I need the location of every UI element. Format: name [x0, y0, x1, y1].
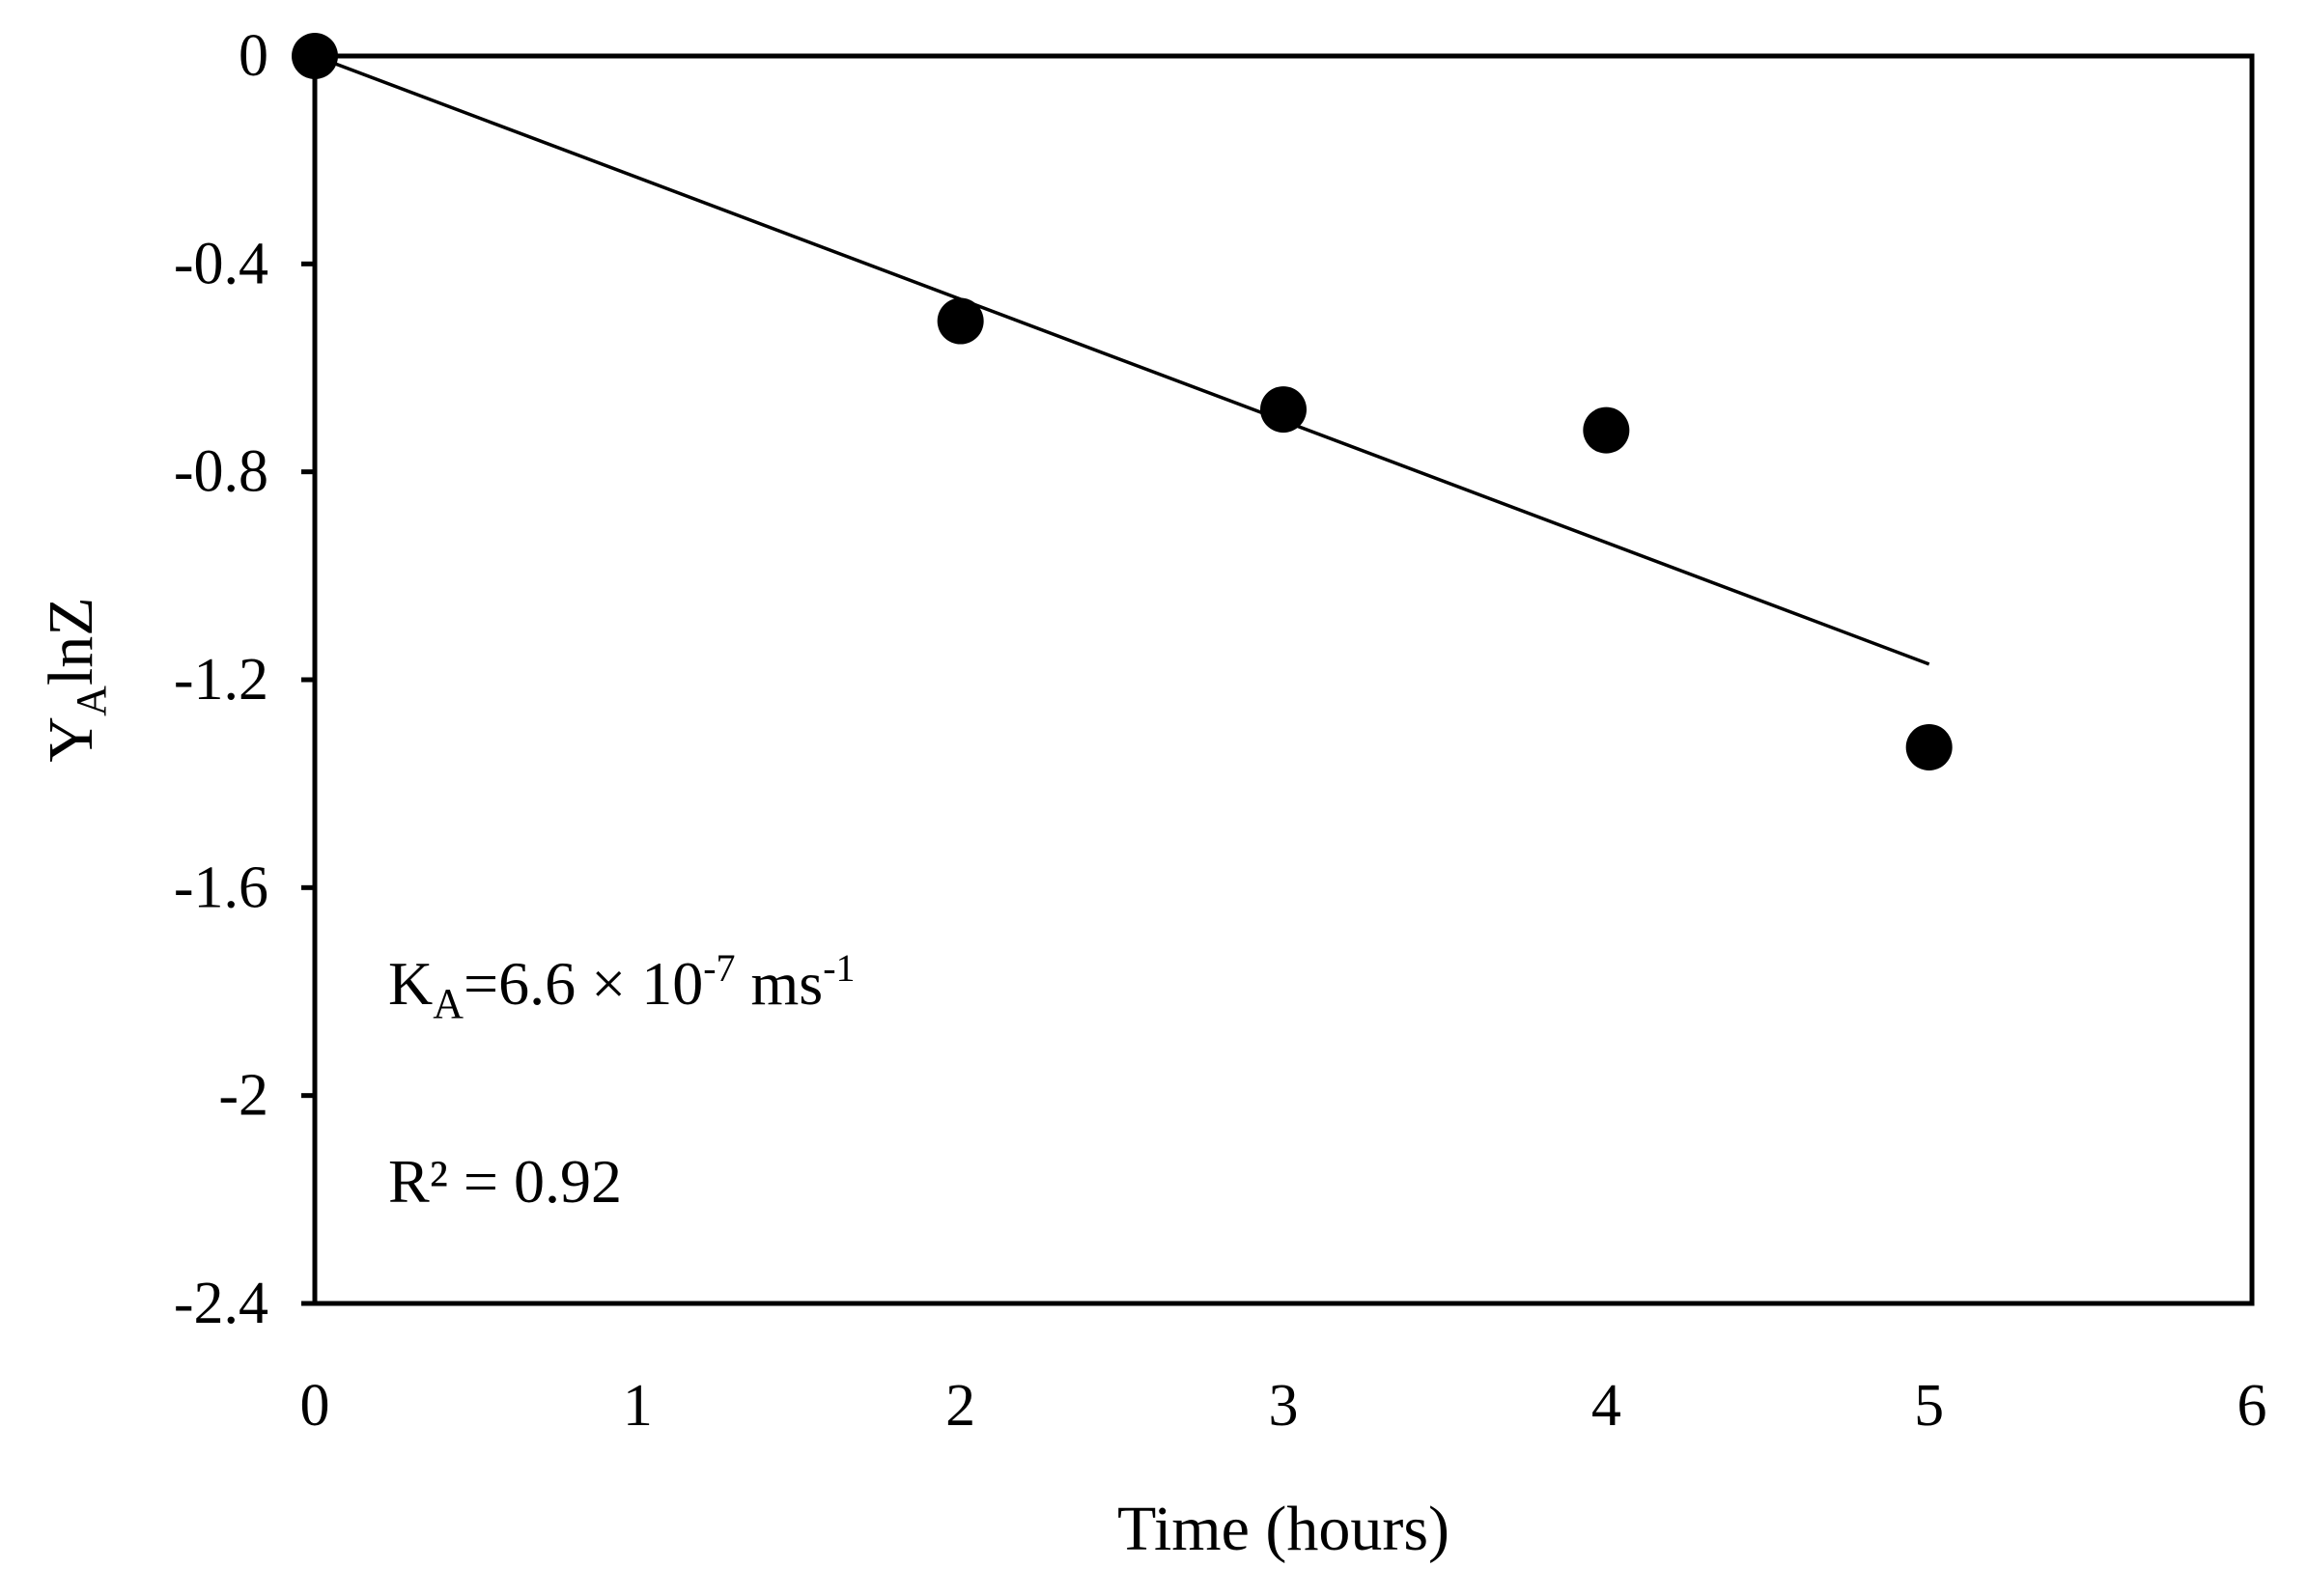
x-tick-label: 2: [945, 1373, 975, 1439]
ka-subscript: A: [433, 980, 464, 1027]
y-axis-title-rest: lnZ: [36, 597, 106, 686]
y-tick-label: -2: [218, 1063, 268, 1129]
x-tick-label: 0: [300, 1373, 330, 1439]
x-tick-label: 6: [2237, 1373, 2267, 1439]
x-tick-label: 4: [1591, 1373, 1621, 1439]
axis-ticks: [301, 53, 315, 1306]
x-axis-title: Time (hours): [1117, 1494, 1449, 1564]
data-point: [1905, 723, 1953, 770]
ka-value: =6.6 × 10: [464, 949, 703, 1018]
data-point: [1583, 406, 1630, 454]
ka-unit: ms: [736, 949, 824, 1018]
trendline: [314, 54, 1930, 666]
data-point: [1260, 386, 1307, 434]
y-tick-label: -2.4: [174, 1271, 268, 1336]
plot-area-frame: [312, 53, 2255, 1306]
y-axis-title-main: Y: [36, 716, 106, 763]
y-tick-label: -1.6: [174, 854, 268, 920]
y-axis-title: YAlnZ: [36, 597, 115, 762]
y-tick-label: -1.2: [174, 647, 268, 713]
y-tick-label: 0: [239, 23, 268, 89]
ka-unit-exponent: -1: [823, 946, 855, 990]
y-tick-label: -0.4: [174, 231, 268, 296]
r-squared-annotation: R² = 0.92: [388, 1147, 622, 1216]
y-axis-title-sub: A: [68, 686, 115, 716]
data-point: [937, 297, 984, 345]
ka-exponent: -7: [703, 946, 735, 990]
axis-tick-labels: 0 -0.4 -0.8 -1.2 -1.6 -2 -2.4 0 1 2 3 4 5 6: [174, 23, 2267, 1439]
rate-constant-annotation: KA=6.6 × 10-7 ms-1: [388, 946, 856, 1027]
ka-symbol: K: [388, 949, 433, 1018]
data-point: [292, 33, 338, 79]
x-tick-label: 5: [1914, 1373, 1944, 1439]
y-tick-label: -0.8: [174, 439, 268, 505]
data-points: [292, 33, 1953, 770]
x-tick-label: 3: [1269, 1373, 1299, 1439]
x-tick-label: 1: [623, 1373, 653, 1439]
